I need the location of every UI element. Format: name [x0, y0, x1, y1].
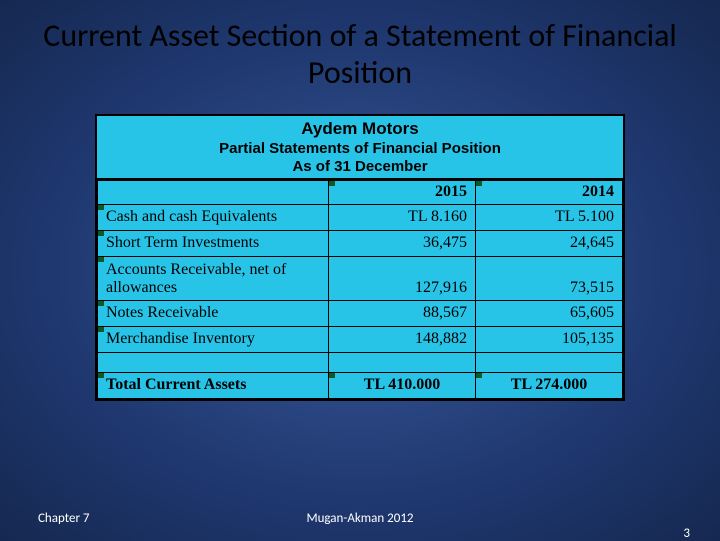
statement-table: Aydem Motors Partial Statements of Finan…	[95, 114, 625, 401]
data-table: 2015 2014 Cash and cash Equivalents TL 8…	[97, 180, 623, 399]
row-value: TL 5.100	[476, 204, 623, 230]
table-row: Notes Receivable 88,567 65,605	[98, 300, 623, 326]
row-value: 36,475	[329, 230, 476, 256]
blank-cell	[98, 352, 329, 372]
total-value: TL 410.000	[329, 372, 476, 398]
row-value: 127,916	[329, 256, 476, 300]
footer-author: Mugan-Akman 2012	[0, 511, 720, 526]
row-label: Short Term Investments	[98, 230, 329, 256]
table-row: Cash and cash Equivalents TL 8.160 TL 5.…	[98, 204, 623, 230]
row-label: Merchandise Inventory	[98, 326, 329, 352]
row-value: 73,515	[476, 256, 623, 300]
year-row: 2015 2014	[98, 180, 623, 204]
row-value: 65,605	[476, 300, 623, 326]
table-row: Accounts Receivable, net of allowances 1…	[98, 256, 623, 300]
statement-header: Aydem Motors Partial Statements of Finan…	[97, 116, 623, 180]
footer-chapter: Chapter 7	[38, 511, 90, 526]
table-row: Short Term Investments 36,475 24,645	[98, 230, 623, 256]
row-value: 88,567	[329, 300, 476, 326]
year-2014: 2014	[476, 180, 623, 204]
row-value: 24,645	[476, 230, 623, 256]
blank-cell	[98, 180, 329, 204]
statement-asof: As of 31 December	[97, 158, 623, 175]
slide-title: Current Asset Section of a Statement of …	[0, 0, 720, 102]
slide-footer: Chapter 7 Mugan-Akman 2012 3	[0, 511, 720, 526]
statement-subtitle: Partial Statements of Financial Position	[97, 140, 623, 157]
year-2015: 2015	[329, 180, 476, 204]
blank-cell	[329, 352, 476, 372]
row-label: Cash and cash Equivalents	[98, 204, 329, 230]
row-label: Notes Receivable	[98, 300, 329, 326]
blank-cell	[476, 352, 623, 372]
total-label: Total Current Assets	[98, 372, 329, 398]
total-value: TL 274.000	[476, 372, 623, 398]
spacer-row	[98, 352, 623, 372]
company-name: Aydem Motors	[97, 119, 623, 139]
table-row: Merchandise Inventory 148,882 105,135	[98, 326, 623, 352]
row-value: 105,135	[476, 326, 623, 352]
row-value: TL 8.160	[329, 204, 476, 230]
total-row: Total Current Assets TL 410.000 TL 274.0…	[98, 372, 623, 398]
row-label: Accounts Receivable, net of allowances	[98, 256, 329, 300]
row-value: 148,882	[329, 326, 476, 352]
footer-page-number: 3	[683, 526, 690, 541]
